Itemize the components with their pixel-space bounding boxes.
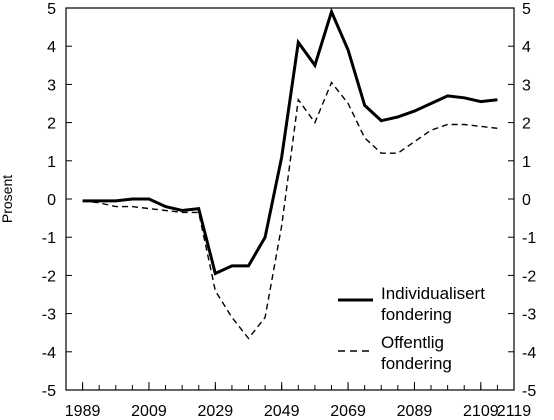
y-tick-label-left: -1	[42, 230, 56, 247]
y-axis-title: Prosent	[0, 175, 15, 223]
y-tick-label-right: -1	[522, 230, 536, 247]
y-tick-label-right: -4	[522, 345, 536, 362]
legend-label-individualisert-line2: fondering	[381, 305, 452, 324]
y-tick-label-left: 4	[47, 39, 56, 56]
y-tick-label-left: -4	[42, 345, 56, 362]
legend: Individualisert fondering Offentlig fond…	[338, 284, 485, 373]
x-tick-label: 2029	[198, 403, 234, 420]
x-tick-label: 2009	[131, 403, 167, 420]
y-tick-label-left: 3	[47, 77, 56, 94]
y-tick-label-right: 3	[522, 77, 531, 94]
y-tick-label-left: 2	[47, 116, 56, 133]
x-tick-label: 2119	[497, 403, 532, 420]
x-tick-label: 2109	[463, 403, 499, 420]
y-tick-label-left: 0	[47, 192, 56, 209]
x-tick-label: 2049	[264, 403, 300, 420]
x-tick-label: 2069	[330, 403, 366, 420]
x-tick-label: 1989	[65, 403, 101, 420]
series-line-individualisert	[82, 7, 498, 276]
y-tick-label-left: 5	[47, 1, 56, 18]
y-tick-label-right: -5	[522, 383, 536, 400]
legend-label-offentlig-line1: Offentlig	[381, 333, 444, 352]
x-tick-label: 2089	[397, 403, 433, 420]
y-tick-label-right: 2	[522, 116, 531, 133]
legend-label-offentlig-line2: fondering	[381, 354, 452, 373]
y-tick-label-left: -2	[42, 268, 56, 285]
y-tick-label-left: 1	[47, 154, 56, 171]
y-tick-label-right: 5	[522, 1, 531, 18]
y-tick-label-left: -3	[42, 307, 56, 324]
y-tick-label-left: -5	[42, 383, 56, 400]
legend-label-individualisert-line1: Individualisert	[381, 284, 485, 303]
y-tick-label-right: -2	[522, 268, 536, 285]
series-line-offentlig	[82, 81, 498, 340]
axis-ticks: -5 -5 -4 -4 -3 -3 -2 -2 -1 -1 0 0 1 1 2 2 3 3 4 4 5 5 1989 2009…	[42, 1, 537, 420]
y-tick-label-right: -3	[522, 307, 536, 324]
y-tick-label-right: 1	[522, 154, 531, 171]
series-layer	[82, 7, 498, 340]
y-tick-label-right: 4	[522, 39, 531, 56]
y-tick-label-right: 0	[522, 192, 531, 209]
